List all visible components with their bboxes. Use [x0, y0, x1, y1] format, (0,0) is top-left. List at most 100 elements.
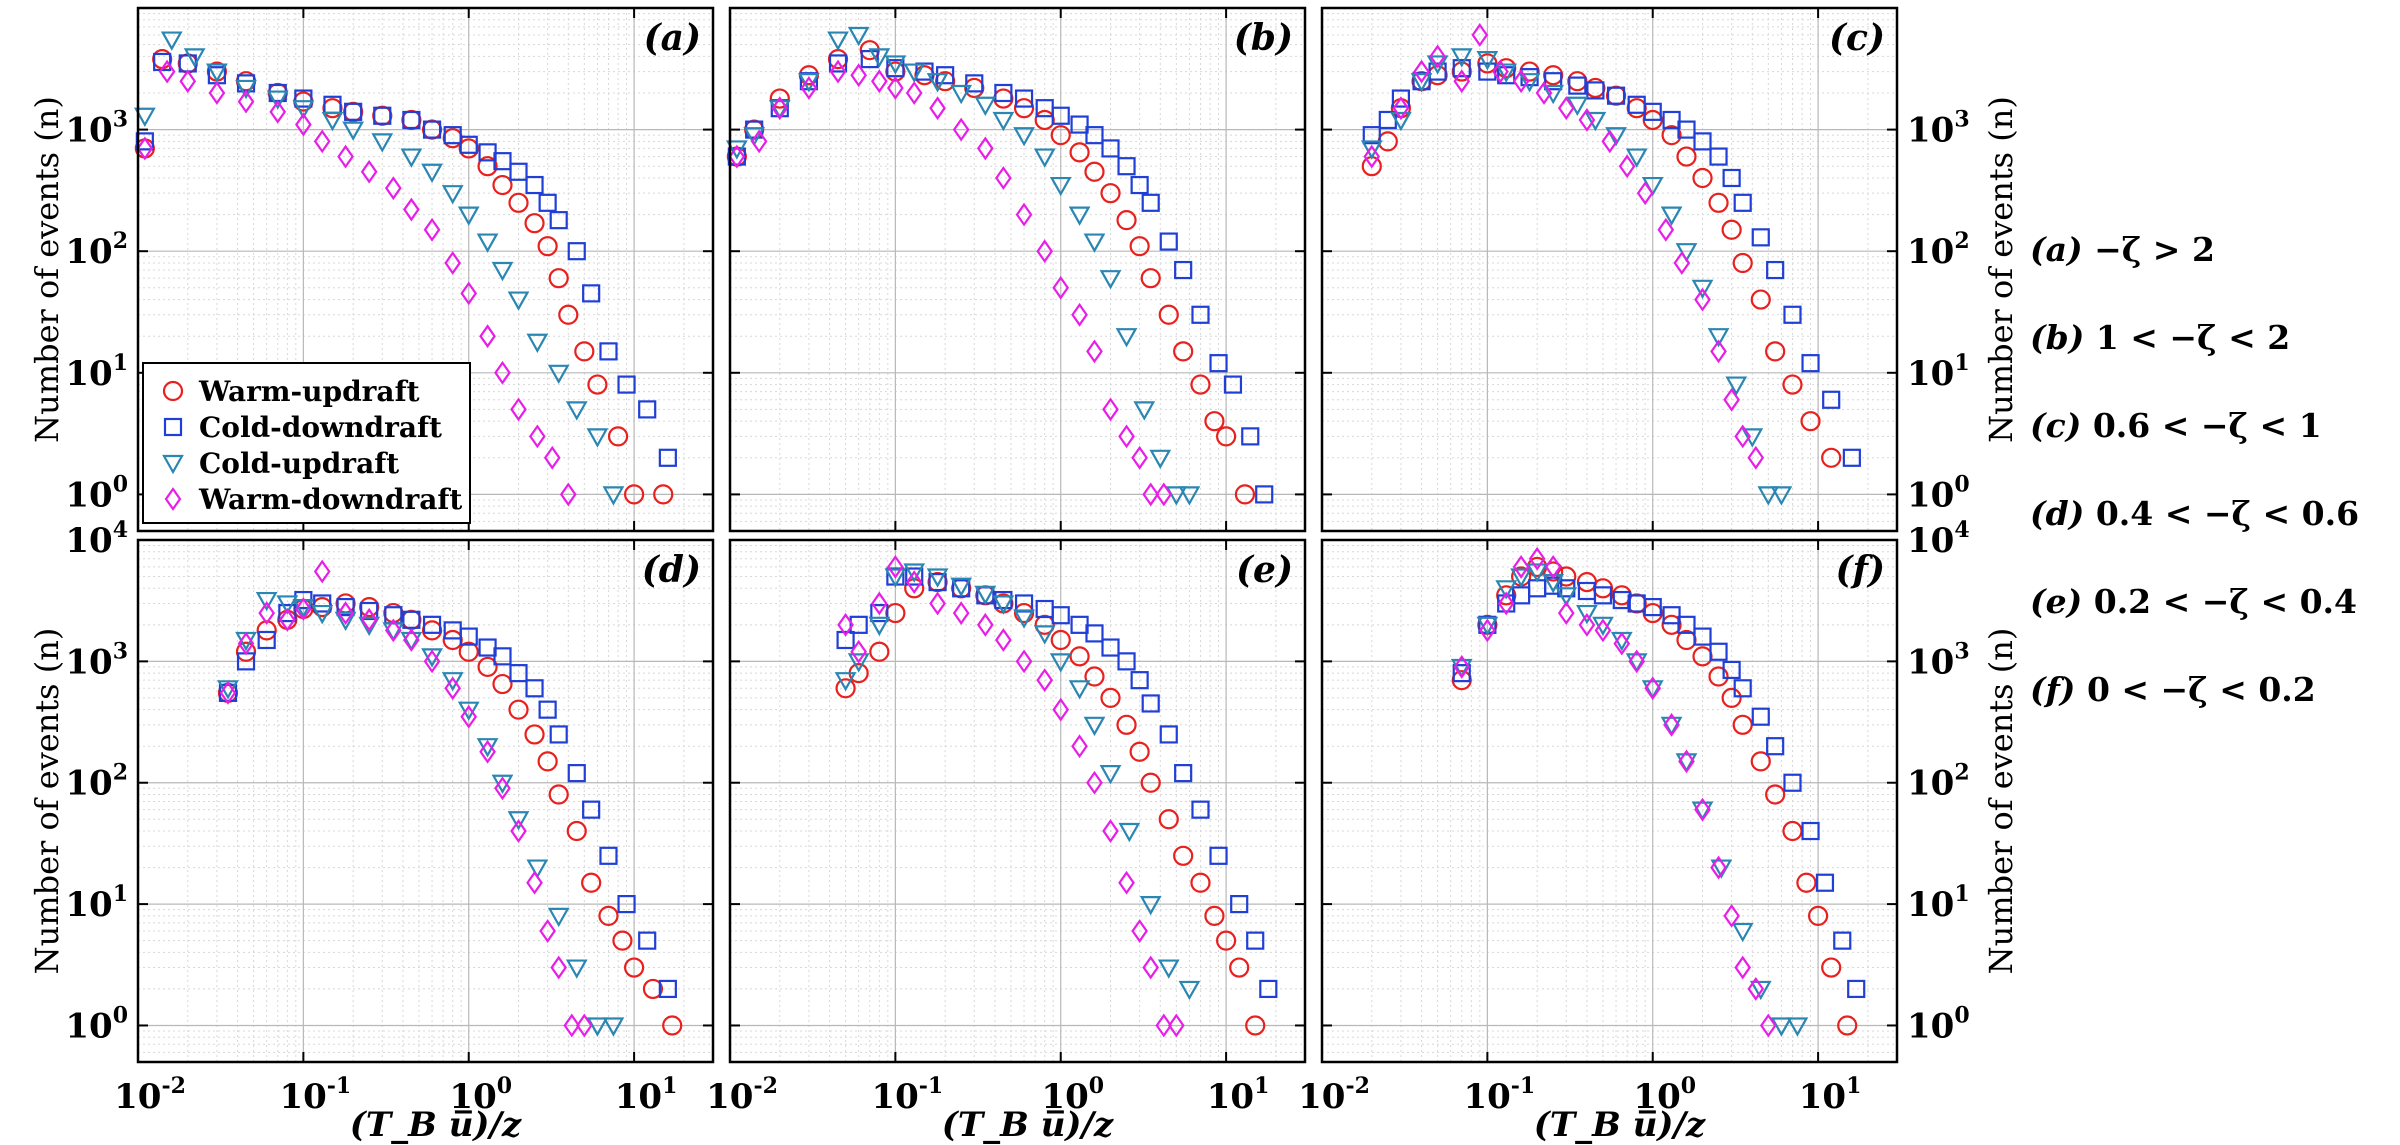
data-point: [928, 572, 947, 592]
data-point: [1783, 305, 1802, 324]
data-point: [950, 577, 973, 597]
data-point: [612, 930, 633, 951]
data-point: [1757, 486, 1780, 506]
data-point: [1013, 609, 1035, 629]
data-point: [1015, 649, 1033, 674]
data-point: [507, 811, 530, 831]
panel-b: (b): [725, 6, 1307, 533]
axes-frame: [728, 538, 1307, 1064]
data-point: [219, 680, 237, 705]
condition-row: (c) 0.6 < −ζ < 1: [2030, 404, 2359, 492]
y-axis-label: Number of events (n): [1982, 96, 2020, 443]
data-point: [653, 484, 674, 505]
condition-text: 1 < −ζ < 2: [2095, 318, 2291, 357]
data-point: [1452, 664, 1471, 683]
data-point: [849, 615, 868, 634]
data-point: [1209, 846, 1228, 865]
condition-row: (f) 0 < −ζ < 0.2: [2030, 668, 2359, 756]
data-point: [1594, 618, 1612, 643]
series-cold-updraft: [834, 563, 1201, 1001]
data-point: [525, 679, 544, 698]
x-axis-label: (T_B u̅)/z: [350, 1105, 522, 1145]
data-point: [965, 74, 984, 93]
y-tick-label: 103: [65, 638, 128, 682]
data-point: [1544, 555, 1562, 579]
data-point: [1492, 59, 1509, 84]
data-point: [1050, 629, 1071, 651]
data-point: [382, 622, 405, 642]
data-point: [400, 148, 423, 168]
y-tick-label: 101: [65, 350, 128, 394]
data-point: [1159, 725, 1178, 744]
data-point: [1083, 716, 1106, 737]
data-point: [1542, 84, 1565, 105]
data-point: [828, 54, 848, 73]
y-axis-label: Number of events (n): [1982, 628, 2020, 975]
data-point: [235, 79, 257, 100]
data-point: [1815, 873, 1835, 892]
data-point: [1015, 202, 1033, 227]
data-point: [1691, 279, 1714, 300]
data-point: [1770, 486, 1793, 506]
data-point: [373, 106, 392, 125]
data-point: [360, 159, 378, 184]
data-point: [1732, 252, 1753, 274]
data-point: [1528, 546, 1546, 571]
data-point: [295, 597, 312, 621]
data-point: [950, 84, 973, 105]
data-point: [1675, 753, 1698, 773]
data-point: [1070, 115, 1089, 134]
data-point: [423, 649, 441, 674]
data-point: [526, 333, 549, 353]
data-point: [884, 55, 907, 75]
data-point: [1476, 50, 1499, 71]
data-point: [444, 676, 462, 701]
data-point: [1586, 81, 1605, 100]
data-point: [1708, 666, 1729, 687]
data-point: [1159, 232, 1178, 251]
data-point: [403, 628, 420, 652]
data-point: [524, 724, 545, 745]
data-point: [1557, 601, 1575, 625]
data-point: [1068, 680, 1091, 700]
data-point: [1557, 96, 1575, 121]
x-tick-label: 10-2: [114, 1073, 186, 1117]
data-point: [133, 107, 156, 127]
data-point: [728, 144, 746, 169]
data-point: [1725, 376, 1748, 396]
x-tick-label: 10-1: [1463, 1073, 1535, 1117]
data-point: [834, 672, 857, 692]
condition-row: (a) −ζ > 2: [2030, 228, 2359, 316]
panel-d: (d) 100 101 102 103 104 10-2 10-1 100 101 (T_B u̅)…: [28, 517, 715, 1145]
data-point: [870, 69, 888, 94]
data-point: [1157, 959, 1180, 979]
data-point: [1190, 374, 1211, 395]
series-cold-downdraft: [218, 590, 677, 999]
data-point: [1800, 411, 1821, 432]
data-point: [1543, 561, 1564, 582]
data-point: [1392, 96, 1410, 121]
data-point: [510, 397, 527, 422]
axes-frame: [1320, 538, 1899, 1064]
data-point: [402, 110, 421, 130]
data-point: [492, 174, 513, 196]
condition-tag: (f): [2030, 670, 2076, 709]
data-point: [1117, 157, 1136, 176]
data-point: [1782, 374, 1803, 395]
data-point: [995, 628, 1012, 652]
data-point: [1710, 339, 1727, 364]
data-point: [292, 100, 315, 120]
series-warm-downdraft: [1453, 546, 1777, 1038]
data-point: [1495, 63, 1518, 83]
data-point: [1158, 809, 1179, 830]
y-tick-label: 100: [65, 1002, 128, 1046]
condition-row: (d) 0.4 < −ζ < 0.6: [2030, 492, 2359, 580]
data-point: [850, 639, 868, 664]
data-point: [1013, 602, 1035, 624]
data-point: [1033, 148, 1056, 168]
y-tick-label: 103: [1907, 638, 1970, 682]
data-point: [460, 281, 478, 306]
data-point: [827, 31, 849, 51]
data-point: [658, 448, 677, 467]
